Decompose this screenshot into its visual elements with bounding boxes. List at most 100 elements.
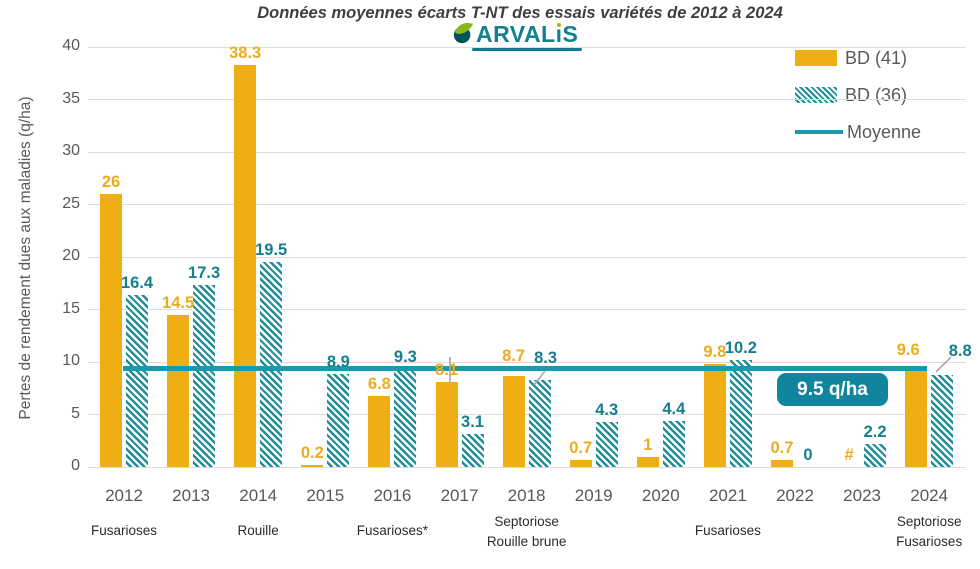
year-label-2015: 2015: [306, 486, 345, 505]
chart-title: Données moyennes écarts T-NT des essais …: [257, 4, 783, 22]
y-tick-label-20: 20: [62, 247, 80, 264]
bar-bd36-2015: [327, 373, 350, 467]
year-label-2024: 2024: [910, 486, 949, 505]
value-label-bd36-2022: 0: [803, 446, 813, 464]
year-label-2020: 2020: [641, 486, 680, 505]
value-label-bd41-2018: 8.7: [502, 346, 526, 365]
legend-item-bd36: BD (36): [795, 85, 975, 105]
gridline-10: [88, 361, 966, 363]
bar-bd36-2012: [126, 294, 148, 467]
logo-text: ARVALıS: [476, 21, 579, 47]
bar-bd36-2024: [931, 374, 954, 467]
value-label-bd36-2024: 8.8: [948, 341, 972, 360]
gridline-40: [88, 46, 966, 48]
y-tick-label-35: 35: [62, 89, 80, 107]
value-label-bd41-2016: 6.8: [367, 374, 391, 393]
legend-swatch-moyenne: [795, 129, 843, 135]
legend-label-bd36: BD (36): [845, 84, 908, 105]
bar-bd41-2017: [435, 381, 458, 467]
value-label-bd36-2018: 8.3: [534, 348, 558, 367]
bar-bd41-2024: [905, 366, 928, 467]
disease-annotation-2014: Rouille: [237, 523, 279, 538]
gridline-30: [88, 151, 966, 153]
value-label-bd41-2014: 38.3: [229, 43, 262, 62]
value-label-bd41-2021: 9.8: [703, 343, 727, 362]
bar-bd41-2022: [771, 459, 793, 467]
year-label-2017: 2017: [440, 486, 479, 505]
year-label-2016: 2016: [373, 486, 412, 505]
bar-bd41-2015: [301, 464, 324, 467]
gridline-0: [88, 466, 966, 468]
bar-bd36-2016: [394, 369, 417, 467]
year-label-2013: 2013: [172, 486, 211, 505]
value-label-bd41-2017: 8.1: [435, 360, 458, 379]
value-label-bd41-2024: 9.6: [896, 341, 920, 360]
value-label-bd41-2022: 0.7: [770, 438, 794, 457]
year-label-2014: 2014: [239, 486, 278, 505]
gridline-5: [88, 414, 966, 415]
gridline-20: [88, 256, 966, 258]
year-label-2018: 2018: [507, 486, 546, 505]
value-label-bd41-2019: 0.7: [569, 438, 593, 457]
value-label-bd36-2023: 2.2: [863, 422, 887, 441]
year-label-2023: 2023: [843, 486, 882, 505]
disease-annotation-2024: Septoriose Fusarioses: [896, 514, 963, 549]
y-tick-label-0: 0: [71, 457, 80, 474]
disease-annotation-2021: Fusarioses: [694, 523, 761, 538]
bar-bd41-2018: [502, 375, 525, 467]
legend-swatch-bd36: [795, 87, 837, 103]
bar-bd36-2020: [662, 420, 685, 467]
bar-bd41-2020: [636, 456, 659, 467]
bar-bd41-2021: [703, 364, 726, 467]
gridline-15: [88, 309, 966, 310]
bar-bd41-2019: [569, 459, 592, 467]
legend-item-bd41: BD (41): [795, 48, 975, 68]
bar-bd36-2013: [193, 285, 216, 467]
bar-bd41-2013: [167, 314, 190, 467]
gridline-35: [88, 99, 966, 100]
legend-label-bd41: BD (41): [845, 47, 908, 68]
value-label-bd41-2020: 1: [643, 435, 653, 454]
value-label-bd36-2017: 3.1: [461, 413, 484, 432]
legend-item-moyenne: Moyenne: [795, 122, 975, 142]
value-label-bd36-2014: 19.5: [255, 241, 288, 260]
bar-bd41-2016: [368, 395, 391, 467]
y-tick-label-30: 30: [62, 142, 80, 159]
y-tick-label-15: 15: [62, 299, 80, 317]
year-label-2021: 2021: [708, 486, 747, 505]
year-label-2019: 2019: [574, 486, 613, 505]
y-tick-label-40: 40: [62, 37, 80, 54]
bar-bd36-2018: [528, 379, 551, 467]
y-tick-label-25: 25: [62, 194, 80, 212]
legend: BD (41) BD (36) Moyenne: [795, 48, 975, 159]
mean-value-badge: 9.5 q/ha: [777, 373, 888, 406]
bar-bd41-2012: [100, 194, 122, 467]
y-tick-label-5: 5: [71, 404, 80, 422]
value-label-bd41-2012: 26: [101, 173, 121, 191]
gridline-25: [88, 204, 966, 205]
year-label-2022: 2022: [776, 486, 814, 505]
legend-label-moyenne: Moyenne: [847, 121, 922, 142]
y-tick-label-10: 10: [62, 352, 80, 369]
value-label-bd36-2020: 4.4: [662, 399, 686, 418]
leaf-icon: [452, 22, 474, 51]
bar-bd36-2023: [864, 443, 887, 467]
bar-bd36-2017: [461, 434, 484, 467]
value-label-bd36-2019: 4.3: [595, 400, 619, 419]
legend-swatch-bd41: [795, 50, 837, 66]
bar-bd36-2019: [595, 421, 618, 467]
value-label-bd36-2012: 16.4: [120, 273, 154, 292]
bar-bd41-2014: [234, 64, 257, 467]
value-label-bd36-2015: 8.9: [326, 352, 350, 371]
disease-annotation-2018: Septoriose Rouille brune: [486, 514, 567, 549]
bar-bd36-2021: [729, 359, 752, 467]
value-label-bd41-2023: #: [844, 446, 854, 464]
value-label-bd41-2013: 14.5: [162, 293, 195, 312]
mean-line: [123, 366, 927, 371]
bar-bd36-2014: [260, 262, 283, 467]
logo-underline: [472, 48, 582, 52]
value-label-bd41-2015: 0.2: [300, 443, 324, 462]
value-label-bd36-2016: 9.3: [393, 348, 417, 367]
value-label-bd36-2013: 17.3: [188, 264, 221, 283]
